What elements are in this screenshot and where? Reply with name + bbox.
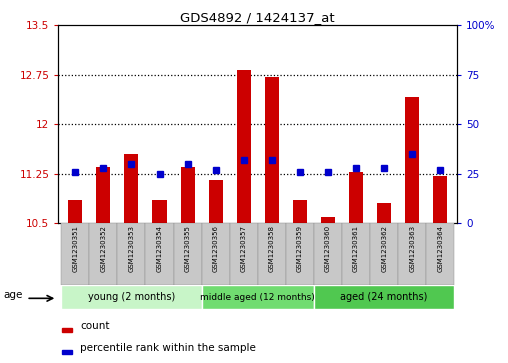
Bar [145,223,174,285]
Bar [370,223,398,285]
Bar [314,223,342,285]
Text: GSM1230353: GSM1230353 [129,225,135,272]
Text: GSM1230360: GSM1230360 [325,225,331,272]
Bar [124,154,139,223]
Bar [433,176,448,223]
Bar [209,180,223,223]
Bar [286,223,314,285]
Text: GSM1230363: GSM1230363 [409,225,415,272]
Bar [89,223,117,285]
Text: middle aged (12 months): middle aged (12 months) [201,293,315,302]
Bar [349,172,363,223]
Text: percentile rank within the sample: percentile rank within the sample [80,343,256,353]
Text: GSM1230359: GSM1230359 [297,225,303,272]
Bar [97,167,110,223]
Bar [342,223,370,285]
Text: GSM1230356: GSM1230356 [213,225,218,272]
Bar [398,223,426,285]
Bar [230,223,258,285]
Bar [202,223,230,285]
Text: GSM1230355: GSM1230355 [184,225,190,272]
Bar [152,200,167,223]
Bar [426,223,454,285]
Bar [180,167,195,223]
Bar [377,203,391,223]
Bar [265,77,279,223]
Text: aged (24 months): aged (24 months) [340,292,428,302]
Text: GSM1230354: GSM1230354 [156,225,163,272]
Text: young (2 months): young (2 months) [88,292,175,302]
Bar [62,350,72,354]
Bar [68,200,82,223]
Bar [61,285,202,309]
Bar [405,97,419,223]
Bar [62,328,72,332]
Bar [117,223,145,285]
Bar [174,223,202,285]
Text: GSM1230358: GSM1230358 [269,225,275,272]
Text: GSM1230361: GSM1230361 [353,225,359,272]
Text: count: count [80,321,110,331]
Title: GDS4892 / 1424137_at: GDS4892 / 1424137_at [180,11,335,24]
Text: GSM1230352: GSM1230352 [101,225,106,272]
Bar [258,223,286,285]
Bar [293,200,307,223]
Text: GSM1230351: GSM1230351 [72,225,78,272]
Text: GSM1230362: GSM1230362 [381,225,387,272]
Text: age: age [3,290,22,300]
Bar [202,285,314,309]
Bar [237,70,251,223]
Bar [321,217,335,223]
Text: GSM1230364: GSM1230364 [437,225,443,272]
Bar [61,223,89,285]
Text: GSM1230357: GSM1230357 [241,225,247,272]
Bar [314,285,454,309]
